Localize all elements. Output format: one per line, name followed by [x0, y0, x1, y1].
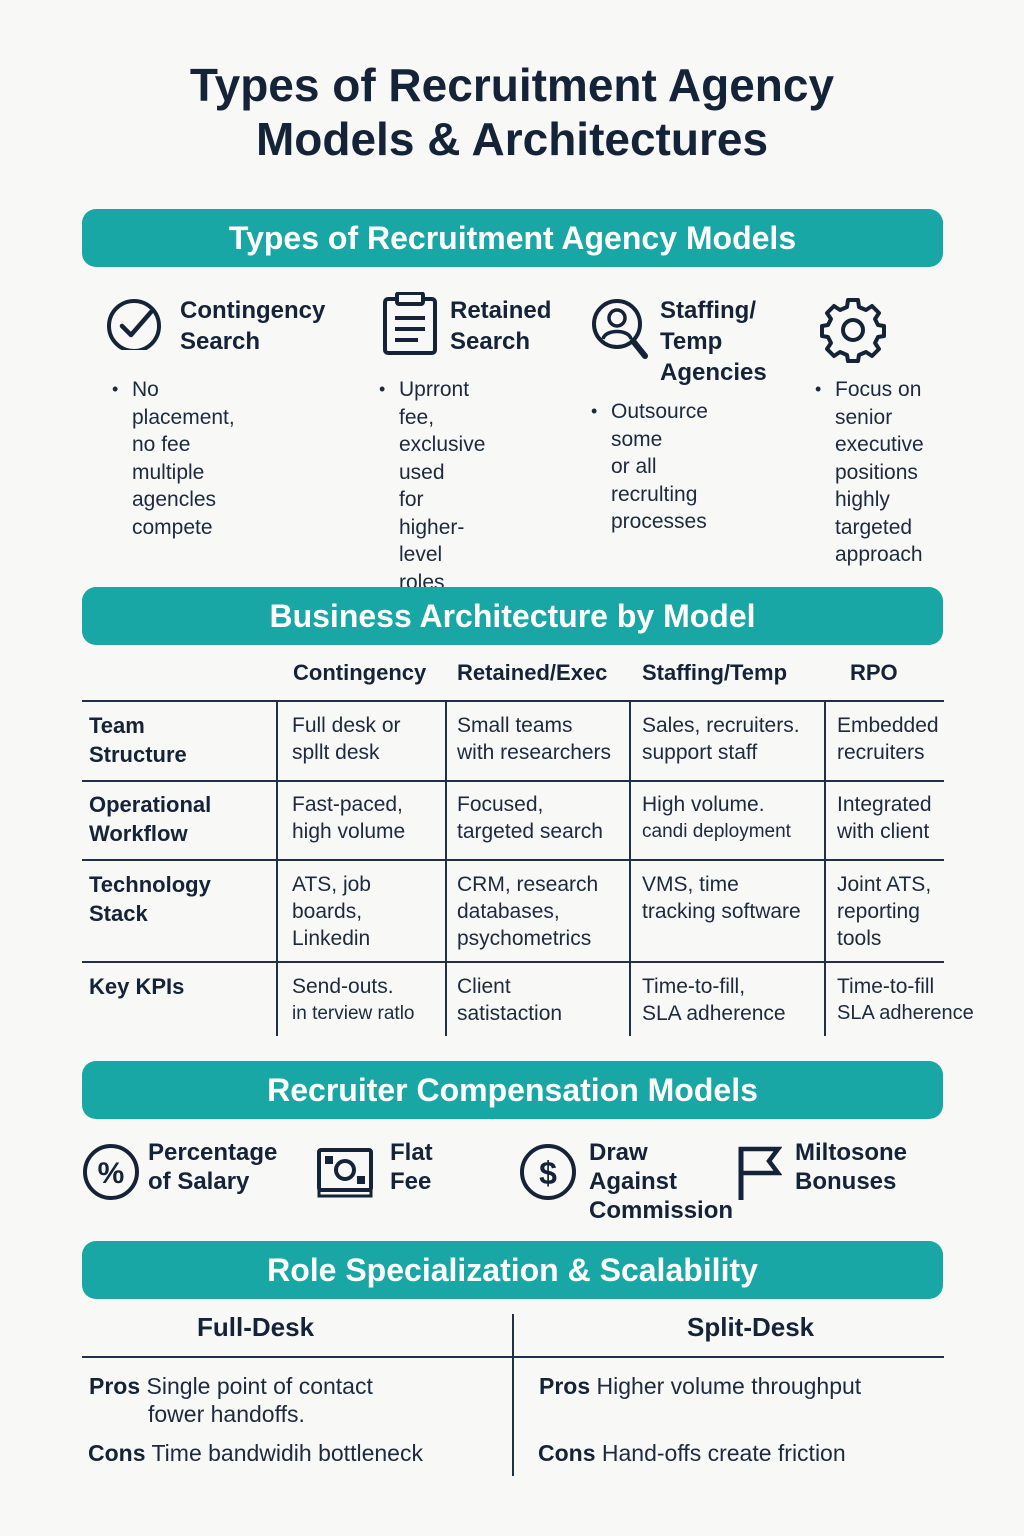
split-desk-pros: Pros Higher volume throughput	[539, 1373, 862, 1399]
desk-divider	[512, 1314, 514, 1476]
model-title: Retained Search	[450, 297, 552, 355]
split-desk-heading: Split-Desk	[687, 1312, 815, 1342]
model-description: Focus on senior executive positions high…	[815, 376, 924, 569]
table-divider	[629, 700, 631, 1036]
svg-text:$: $	[539, 1155, 557, 1191]
table-divider	[82, 780, 944, 782]
column-header: RPO	[850, 660, 898, 685]
model-description: Outsource some or all recrulting process…	[591, 398, 708, 536]
dollar-circle-icon: $	[520, 1144, 576, 1200]
table-divider	[276, 700, 278, 1036]
table-cell: Embedded recruiters	[837, 714, 939, 764]
table-cell: Time-to-fill, SLA adherence	[642, 975, 786, 1025]
model-title: Staffing/ Temp Agencies	[660, 297, 767, 386]
clipboard-icon	[383, 292, 437, 355]
model-description: Uprront fee, exclusive used for higher-l…	[379, 376, 485, 596]
table-cell: CRM, research databases, psychometrics	[457, 873, 599, 950]
table-cell: Fast-paced, high volume	[292, 793, 406, 843]
compensation-label: Miltosone Bonuses	[795, 1139, 907, 1195]
compensation-label: Flat Fee	[390, 1139, 433, 1195]
full-desk-heading: Full-Desk	[197, 1312, 315, 1342]
gear-icon	[820, 298, 886, 363]
page-title: Types of Recruitment Agency Models & Arc…	[0, 58, 1024, 166]
full-desk-pros: Pros Single point of contact	[89, 1373, 373, 1399]
table-cell: Small teams with researchers	[457, 714, 612, 764]
section-banner-models: Types of Recruitment Agency Models	[82, 209, 943, 267]
compensation-label: Percentage of Salary	[148, 1139, 278, 1195]
row-label: Operational Workflow	[89, 792, 212, 846]
table-cell: Focused, targeted search	[457, 793, 603, 843]
table-divider	[82, 859, 944, 861]
row-label: Key KPIs	[89, 974, 185, 999]
page-title-line-1: Types of Recruitment Agency	[189, 59, 835, 111]
table-divider	[824, 700, 826, 1036]
page-title-line-2: Models & Architectures	[255, 113, 769, 165]
split-desk-cons: Cons Hand-offs create friction	[538, 1440, 846, 1466]
check-circle-icon	[107, 299, 161, 350]
table-cell: High volume. candi deployment	[642, 793, 791, 842]
row-label: Team Structure	[89, 713, 187, 767]
table-divider	[445, 700, 447, 1036]
table-cell: Send-outs. in terview ratlo	[292, 975, 415, 1024]
section-banner-specialization: Role Specialization & Scalability	[82, 1241, 943, 1299]
column-header: Contingency	[293, 660, 427, 685]
column-header: Retained/Exec	[457, 660, 608, 685]
flag-icon	[738, 1146, 782, 1200]
column-header: Staffing/Temp	[642, 660, 788, 685]
model-title: Contingency Search	[180, 297, 326, 355]
table-cell: Joint ATS, reporting tools	[837, 873, 932, 950]
table-cell: ATS, job boards, Linkedin	[292, 873, 371, 950]
full-desk-pros-continued: fower handoffs.	[148, 1401, 305, 1427]
svg-text:%: %	[98, 1157, 125, 1190]
magnifier-person-icon	[592, 299, 648, 359]
table-cell: VMS, time tracking software	[642, 873, 801, 923]
table-divider	[82, 700, 944, 702]
table-cell: Sales, recruiters. support staff	[642, 714, 800, 764]
section-banner-compensation: Recruiter Compensation Models	[82, 1061, 943, 1119]
model-description: No placement, no fee multiple agencles c…	[112, 376, 235, 541]
table-cell: Time-to-fill SLA adherence	[837, 975, 974, 1024]
table-divider	[82, 961, 944, 963]
section-banner-architecture: Business Architecture by Model	[82, 587, 943, 645]
percent-circle-icon: %	[83, 1144, 139, 1200]
compensation-label: Draw Against Commission	[589, 1139, 734, 1224]
banknote-icon	[317, 1148, 373, 1198]
full-desk-cons: Cons Time bandwidih bottleneck	[88, 1440, 423, 1466]
row-label: Technology Stack	[89, 872, 211, 926]
table-cell: Full desk or spllt desk	[292, 714, 401, 764]
table-cell: Client satistaction	[457, 975, 563, 1025]
table-cell: Integrated with client	[837, 793, 932, 843]
